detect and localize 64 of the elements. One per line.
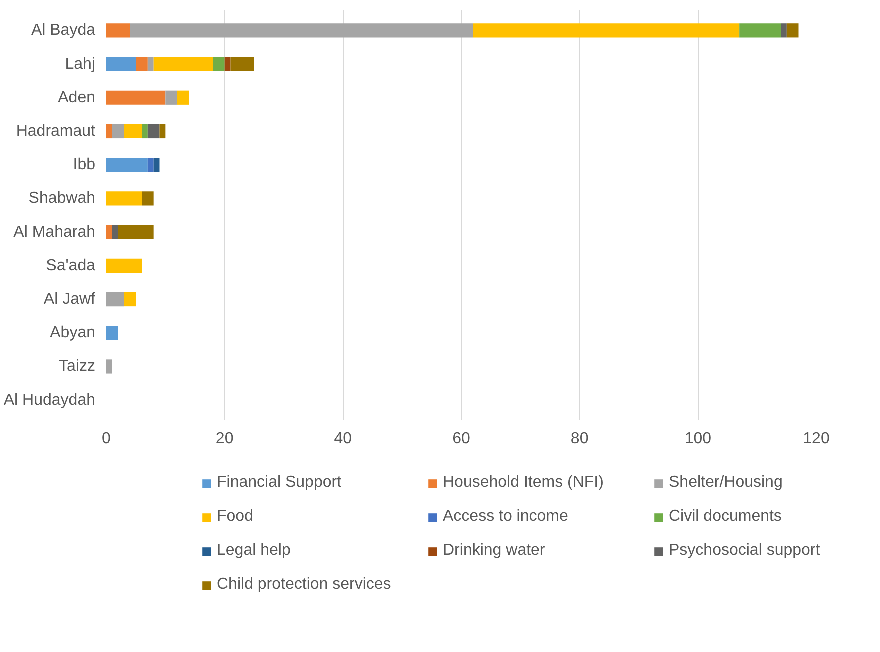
bar	[106, 90, 166, 105]
y-tick-label: Lahj	[65, 56, 96, 73]
bar	[154, 158, 160, 172]
bar	[106, 360, 112, 374]
bar	[106, 24, 130, 38]
y-tick-label: Al Maharah	[14, 224, 96, 241]
x-tick-label: 0	[102, 430, 112, 448]
bar	[142, 124, 148, 139]
legend-label: Civil documents	[669, 508, 783, 526]
bar	[781, 24, 787, 38]
x-tick-label: 20	[216, 430, 234, 448]
x-tick-label: 40	[334, 430, 352, 448]
bar	[136, 57, 148, 72]
legend-label: Household Items (NFI)	[443, 474, 605, 492]
bar	[148, 124, 160, 139]
bar	[142, 192, 154, 206]
y-tick-label: Al Hudaydah	[4, 392, 96, 409]
bar	[118, 225, 154, 240]
bar	[106, 326, 118, 340]
bar	[178, 90, 190, 105]
bar	[154, 57, 213, 72]
x-tick-label: 100	[684, 430, 712, 448]
x-tick-label: 60	[452, 430, 470, 448]
bar	[224, 57, 231, 72]
x-tick-label: 80	[570, 430, 589, 448]
bar	[112, 225, 118, 240]
bar	[148, 57, 154, 72]
legend-label: Access to income	[443, 508, 570, 526]
bar	[786, 24, 799, 38]
bar	[106, 57, 136, 72]
bar	[148, 158, 154, 172]
y-tick-label: Hadramaut	[16, 122, 96, 140]
bar	[112, 124, 124, 139]
x-tick-label: 120	[803, 430, 830, 448]
legend-label: Legal help	[217, 542, 292, 560]
bar	[106, 124, 112, 139]
bar	[124, 292, 136, 307]
y-tick-label: Ibb	[73, 156, 96, 174]
y-tick-label: Aden	[58, 89, 96, 106]
legend-label: Food	[217, 508, 254, 526]
bar	[160, 124, 166, 139]
bar	[213, 57, 225, 72]
bar	[230, 57, 254, 72]
y-tick-label: Al Jawf	[44, 291, 96, 308]
bar	[473, 24, 740, 38]
legend-label: Shelter/Housing	[669, 474, 784, 492]
legend-label: Child protection services	[217, 576, 392, 594]
y-tick-label: Taizz	[59, 358, 96, 376]
bar	[106, 192, 142, 206]
bar	[166, 90, 178, 105]
bar	[106, 225, 112, 240]
legend-label: Psychosocial support	[669, 542, 822, 560]
bar	[106, 292, 124, 307]
legend-label: Financial Support	[217, 474, 343, 492]
y-tick-label: Sa'ada	[46, 257, 96, 274]
bar	[106, 258, 142, 273]
y-tick-label: Abyan	[50, 324, 96, 342]
legend-label: Drinking water	[443, 542, 546, 560]
bar	[124, 124, 142, 139]
bar	[130, 24, 474, 38]
bar	[740, 24, 781, 38]
y-tick-label: Shabwah	[28, 190, 96, 208]
y-tick-label: Al Bayda	[31, 22, 96, 40]
bar	[106, 158, 148, 172]
